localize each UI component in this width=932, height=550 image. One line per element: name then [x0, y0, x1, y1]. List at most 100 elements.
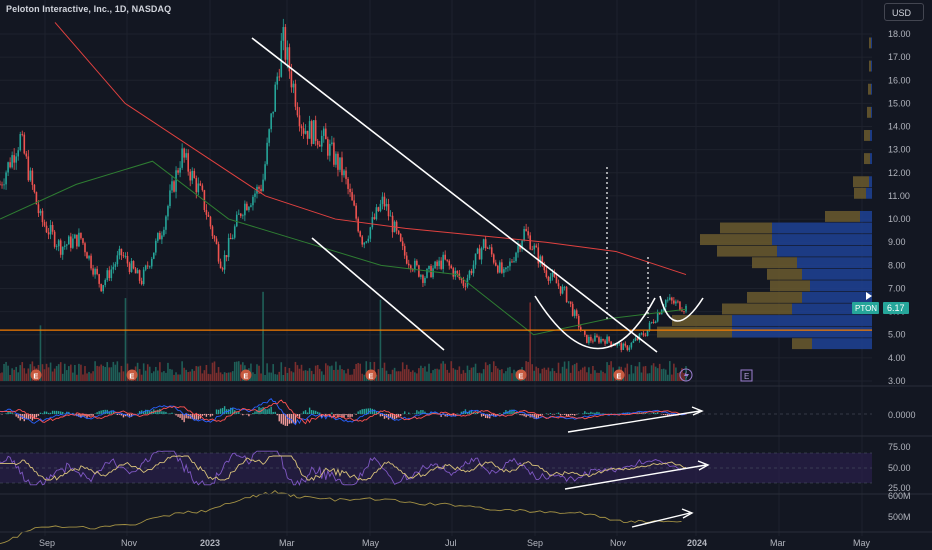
macd-hist-bar — [308, 407, 311, 414]
candle-body — [373, 217, 376, 220]
candle-body — [565, 286, 568, 303]
volume-bar — [662, 368, 665, 381]
volume-bar — [575, 362, 578, 381]
candle-body — [598, 337, 600, 343]
volume-bar — [527, 361, 529, 381]
candle-body — [381, 196, 384, 204]
earnings-marker-dot — [613, 369, 625, 381]
volume-bar — [541, 368, 544, 381]
candle-body — [573, 310, 576, 316]
candle-body — [377, 207, 380, 212]
macd-hist-bar — [211, 414, 214, 416]
ma-long-line — [54, 22, 687, 276]
candle-body — [82, 238, 84, 244]
candle-body — [529, 235, 531, 250]
candle-body — [432, 268, 434, 278]
macd-hist-bar — [545, 413, 548, 414]
macd-hist-bar — [254, 411, 256, 414]
last-price-symbol: PTON — [855, 304, 877, 313]
volume-bar — [286, 372, 289, 381]
macd-hist-bar — [209, 414, 212, 417]
volume-bar — [179, 374, 181, 381]
volume-bar — [472, 367, 475, 381]
future-earnings-marker[interactable]: E — [740, 369, 753, 382]
candle-body — [600, 338, 602, 343]
candle-body — [35, 192, 38, 205]
trend-drawings[interactable] — [251, 37, 704, 353]
macd-hist-bar — [339, 414, 341, 416]
candle-body — [436, 261, 438, 267]
candle-body — [138, 270, 141, 281]
volume-bar — [260, 373, 262, 381]
obv-tick-500m: 500M — [888, 512, 911, 522]
volume-bar — [223, 372, 226, 381]
macd-hist-bar — [533, 414, 535, 419]
vp-up-bar — [866, 187, 872, 199]
volume-bar — [606, 362, 608, 381]
macd-hist-bar — [179, 414, 181, 418]
volume-bar — [486, 365, 489, 381]
vp-down-bar — [864, 153, 870, 165]
candle-body — [424, 277, 426, 283]
candle-body — [361, 236, 364, 245]
volume-bar — [581, 367, 584, 381]
candle-body — [193, 170, 196, 179]
volume-bar — [205, 364, 208, 381]
volume-bar — [571, 365, 574, 381]
macd-hist-bar — [306, 412, 309, 414]
obv-arrowhead — [681, 508, 694, 519]
volume-bar — [292, 372, 295, 381]
macd-hist-bar — [557, 412, 560, 414]
pane-dividers[interactable] — [0, 385, 932, 533]
macd-hist-bar — [486, 414, 489, 419]
macd-hist-bar — [422, 410, 424, 414]
volume-bar — [82, 374, 84, 381]
chart-title: Peloton Interactive, Inc., 1D, NASDAQ — [6, 4, 172, 14]
candle-body — [90, 255, 92, 269]
candle-body — [671, 297, 673, 301]
volume-bar — [181, 361, 183, 381]
volume-bar — [488, 364, 491, 381]
macd-hist-bar — [537, 414, 539, 419]
macd-hist-bar — [149, 411, 151, 414]
volume-bar — [638, 362, 641, 381]
volume-bar — [177, 374, 179, 381]
volume-bar — [258, 365, 260, 381]
candle-body — [276, 76, 279, 85]
macd-hist-bar — [652, 412, 655, 414]
candle-body — [294, 83, 297, 107]
candle-body — [422, 275, 424, 283]
macd-hist-bar — [118, 414, 121, 415]
candle-body — [209, 216, 212, 227]
candle-body — [225, 255, 228, 258]
lightning-icon[interactable] — [679, 368, 693, 382]
volume-bar — [65, 370, 68, 381]
volume-bar — [96, 365, 98, 381]
currency-button[interactable]: USD — [884, 3, 924, 21]
time-axis[interactable]: Sep Nov 2023 Mar May Jul Sep Nov 2024 Ma… — [39, 538, 871, 548]
candle-body — [507, 266, 509, 268]
volume-bar — [57, 364, 60, 381]
candle-body — [652, 321, 655, 323]
volume-bar — [377, 369, 380, 381]
candle-body — [278, 76, 281, 78]
macd-hist-bar — [667, 414, 669, 417]
candle-body — [379, 203, 382, 212]
macd-hist-bar — [539, 414, 542, 416]
candle-body — [248, 206, 250, 211]
candle-body — [545, 270, 548, 277]
volume-bar — [27, 368, 30, 381]
volume-bar — [49, 362, 52, 381]
macd-hist-bar — [373, 409, 376, 414]
volume-bar — [136, 362, 139, 381]
volume-bar — [47, 367, 50, 381]
candle-body — [72, 238, 74, 248]
vp-down-bar — [717, 245, 777, 257]
vp-down-bar — [792, 338, 812, 350]
volume-bar — [108, 367, 111, 381]
candle-body — [588, 336, 590, 343]
volume-bar — [474, 363, 477, 381]
vp-up-bar — [871, 106, 872, 118]
